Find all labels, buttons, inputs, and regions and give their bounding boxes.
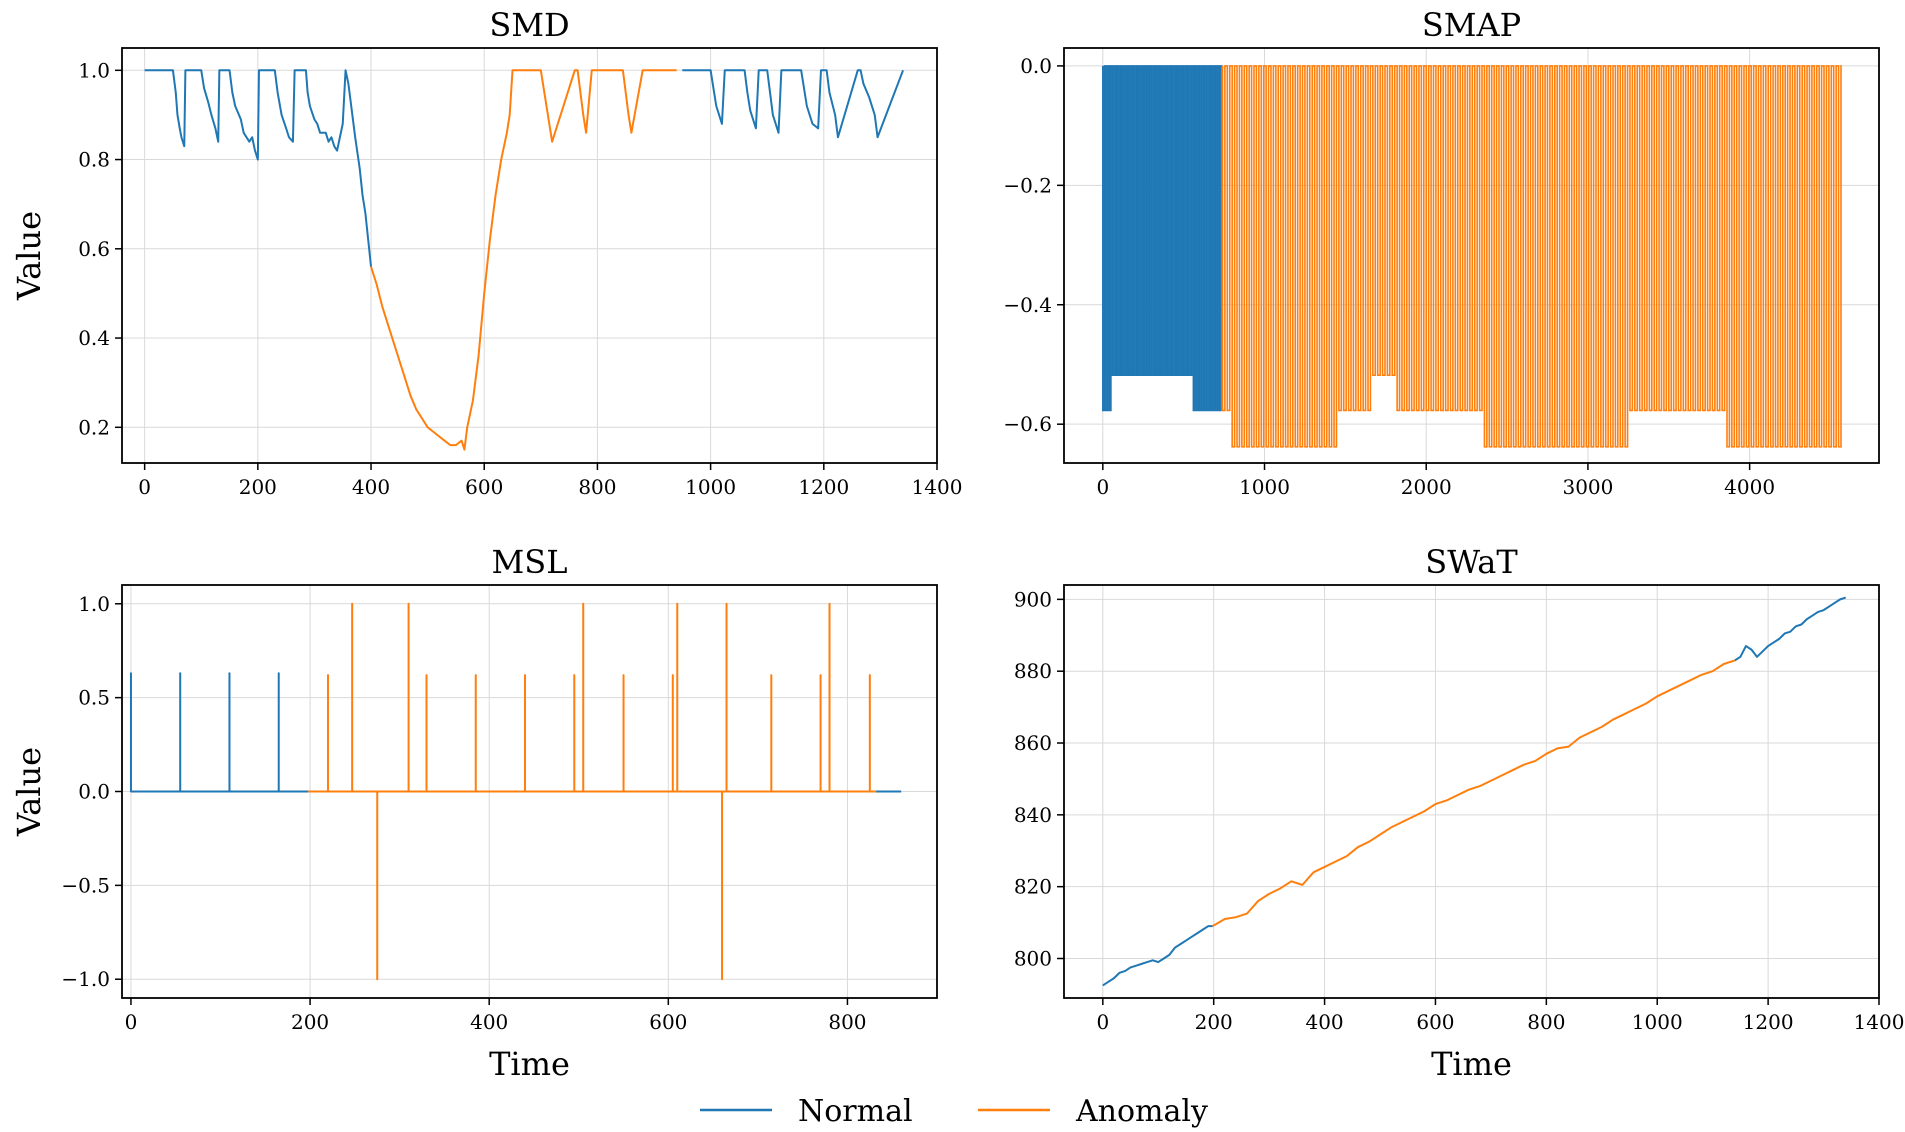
- legend-label-anomaly: Anomaly: [1075, 1094, 1208, 1129]
- y-tick-label: 0.5: [78, 686, 110, 710]
- chart-smd: 0 200 400 600 800 1000 1200 1400 0.2 0.4 0.6 0.8 1.0…: [10, 6, 962, 499]
- axes-frame: [1063, 47, 1880, 464]
- chart-msl: 0 200 400 600 800 1.0 0.5 0.0 −0.5 −1.0 MSL Value Ti…: [10, 543, 938, 1083]
- y-tick-label: 900: [1014, 587, 1052, 611]
- y-tick-label: 820: [1014, 875, 1052, 899]
- chart-title: SWaT: [1425, 543, 1518, 581]
- x-tick-label: 1000: [1239, 475, 1290, 499]
- chart-title: SMD: [489, 6, 569, 44]
- x-tick-label: 400: [1305, 1010, 1343, 1034]
- y-tick-label: −0.5: [61, 873, 110, 897]
- x-tick-label: 0: [125, 1010, 138, 1034]
- x-axis-label: Time: [489, 1045, 570, 1083]
- x-tick-label: 600: [1416, 1010, 1454, 1034]
- y-tick-label: 0.0: [78, 780, 110, 804]
- x-tick-label: 400: [470, 1010, 508, 1034]
- y-tick-label: 800: [1014, 946, 1052, 970]
- x-tick-label: 4000: [1724, 475, 1775, 499]
- x-tick-label: 600: [649, 1010, 687, 1034]
- x-tick-label: 400: [352, 475, 390, 499]
- series-line-normal: [1734, 596, 1847, 662]
- y-tick-label: 1.0: [78, 58, 110, 82]
- chart-smap: 0 1000 2000 3000 4000 0.0 −0.2 −0.4 −0.6 SMAP: [1003, 6, 1880, 499]
- x-tick-label: 200: [1195, 1010, 1233, 1034]
- x-tick-label: 1200: [798, 475, 849, 499]
- x-tick-label: 200: [239, 475, 277, 499]
- y-axis-label: Value: [10, 747, 48, 837]
- y-tick-label: −1.0: [61, 967, 110, 991]
- y-tick-label: 0.2: [78, 415, 110, 439]
- axes-frame: [121, 47, 938, 464]
- legend-item-anomaly: Anomaly: [978, 1094, 1208, 1129]
- y-tick-label: −0.2: [1003, 173, 1052, 197]
- series-line-anomaly: [1212, 659, 1736, 928]
- chart-title: MSL: [492, 543, 568, 581]
- series-line-anomaly: [1221, 65, 1842, 448]
- series-line-normal: [1102, 65, 1223, 412]
- y-tick-label: 0.6: [78, 237, 110, 261]
- series-line-anomaly: [370, 69, 677, 451]
- x-tick-label: 2000: [1401, 475, 1452, 499]
- series-line-anomaly: [308, 602, 877, 981]
- chart-swat: 0 200 400 600 800 1000 1200 1400 800 820 840 860 880…: [1014, 543, 1905, 1083]
- x-tick-label: 600: [465, 475, 503, 499]
- legend-item-normal: Normal: [700, 1094, 913, 1129]
- x-tick-label: 0: [1096, 475, 1109, 499]
- y-tick-label: 840: [1014, 803, 1052, 827]
- x-tick-label: 200: [291, 1010, 329, 1034]
- series-line-normal: [129, 672, 309, 793]
- series-line-normal: [144, 69, 373, 267]
- chart-title: SMAP: [1422, 6, 1521, 44]
- y-tick-label: 880: [1014, 659, 1052, 683]
- x-tick-label: 800: [578, 475, 616, 499]
- y-tick-label: 0.4: [78, 326, 110, 350]
- x-tick-label: 1000: [685, 475, 736, 499]
- y-tick-label: −0.6: [1003, 412, 1052, 436]
- y-tick-label: −0.4: [1003, 293, 1052, 317]
- x-tick-label: 800: [1527, 1010, 1565, 1034]
- axes-frame: [1063, 584, 1880, 999]
- x-tick-label: 1000: [1632, 1010, 1683, 1034]
- x-tick-label: 1400: [1854, 1010, 1905, 1034]
- x-tick-label: 1200: [1743, 1010, 1794, 1034]
- series-line-normal: [1102, 925, 1213, 987]
- x-tick-label: 3000: [1562, 475, 1613, 499]
- x-tick-label: 0: [138, 475, 151, 499]
- series-line-normal: [682, 69, 904, 139]
- y-axis-label: Value: [10, 211, 48, 301]
- x-tick-label: 800: [828, 1010, 866, 1034]
- y-tick-label: 0.0: [1020, 54, 1052, 78]
- x-tick-label: 0: [1096, 1010, 1109, 1034]
- x-axis-label: Time: [1431, 1045, 1512, 1083]
- y-tick-label: 0.8: [78, 148, 110, 172]
- y-tick-label: 860: [1014, 731, 1052, 755]
- legend: Normal Anomaly: [700, 1094, 1208, 1129]
- x-tick-label: 1400: [912, 475, 963, 499]
- legend-label-normal: Normal: [798, 1094, 913, 1129]
- y-tick-label: 1.0: [78, 592, 110, 616]
